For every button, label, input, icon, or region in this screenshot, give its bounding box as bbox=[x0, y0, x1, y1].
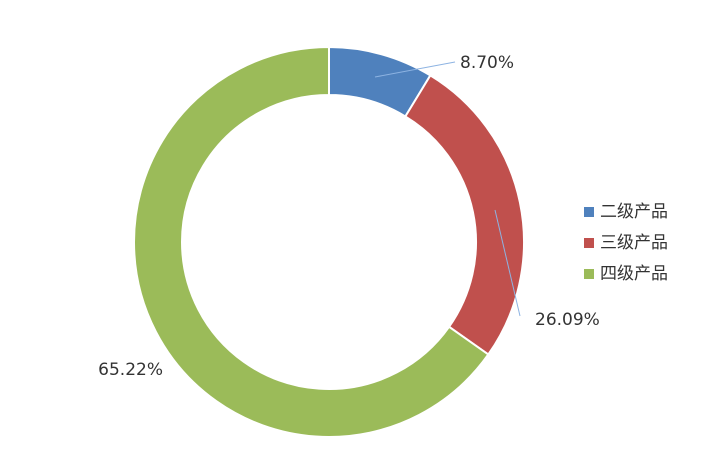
data-label: 26.09% bbox=[535, 310, 600, 330]
legend-label: 四级产品 bbox=[600, 264, 668, 284]
data-label: 8.70% bbox=[460, 53, 514, 73]
legend-swatch bbox=[584, 269, 594, 279]
legend-swatch bbox=[584, 207, 594, 217]
leader-line bbox=[494, 209, 521, 317]
leader-line bbox=[374, 61, 456, 78]
donut-slice bbox=[133, 45, 490, 438]
legend-swatch bbox=[584, 238, 594, 248]
data-label: 65.22% bbox=[98, 360, 163, 380]
legend-label: 三级产品 bbox=[600, 233, 668, 253]
legend-label: 二级产品 bbox=[600, 202, 668, 222]
donut-slice bbox=[404, 74, 525, 356]
